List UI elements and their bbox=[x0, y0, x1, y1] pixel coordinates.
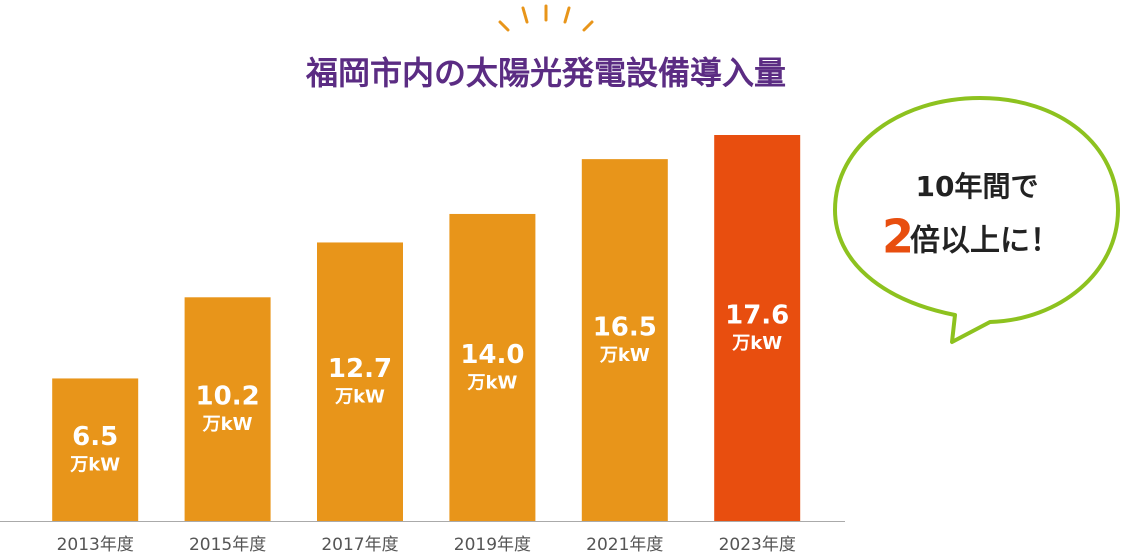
callout: 10年間で 2 倍以上に！ bbox=[833, 96, 1120, 344]
value-label: 6.5 bbox=[72, 422, 118, 452]
bar bbox=[184, 297, 271, 521]
callout-line2: 倍以上に！ bbox=[910, 224, 1060, 259]
x-tick-label: 2013年度 bbox=[57, 535, 134, 555]
value-unit: 万kW bbox=[334, 387, 385, 408]
value-unit: 万kW bbox=[202, 414, 253, 435]
bar bbox=[449, 213, 536, 522]
x-tick-label: 2021年度 bbox=[586, 535, 663, 555]
value-unit: 万kW bbox=[69, 455, 120, 476]
x-tick-label: 2019年度 bbox=[454, 535, 531, 555]
x-tick-label: 2015年度 bbox=[189, 535, 266, 555]
value-label: 14.0 bbox=[460, 340, 524, 370]
value-label: 16.5 bbox=[593, 313, 657, 343]
value-label: 10.2 bbox=[196, 382, 260, 412]
x-tick-label: 2023年度 bbox=[719, 535, 796, 555]
value-label: 17.6 bbox=[725, 301, 789, 331]
x-tick-label: 2017年度 bbox=[321, 535, 398, 555]
bar bbox=[52, 378, 139, 521]
value-unit: 万kW bbox=[466, 372, 517, 393]
value-label: 12.7 bbox=[328, 354, 392, 384]
bar bbox=[317, 242, 403, 521]
bar bbox=[714, 135, 801, 521]
value-unit: 万kW bbox=[599, 345, 650, 366]
value-unit: 万kW bbox=[731, 333, 782, 354]
sparkle bbox=[498, 4, 594, 32]
callout-line1: 10年間で bbox=[916, 170, 1039, 203]
chart-title: 福岡市内の太陽光発電設備導入量 bbox=[305, 54, 786, 92]
callout-emphasis: 2 bbox=[882, 210, 914, 264]
bar bbox=[581, 159, 668, 521]
